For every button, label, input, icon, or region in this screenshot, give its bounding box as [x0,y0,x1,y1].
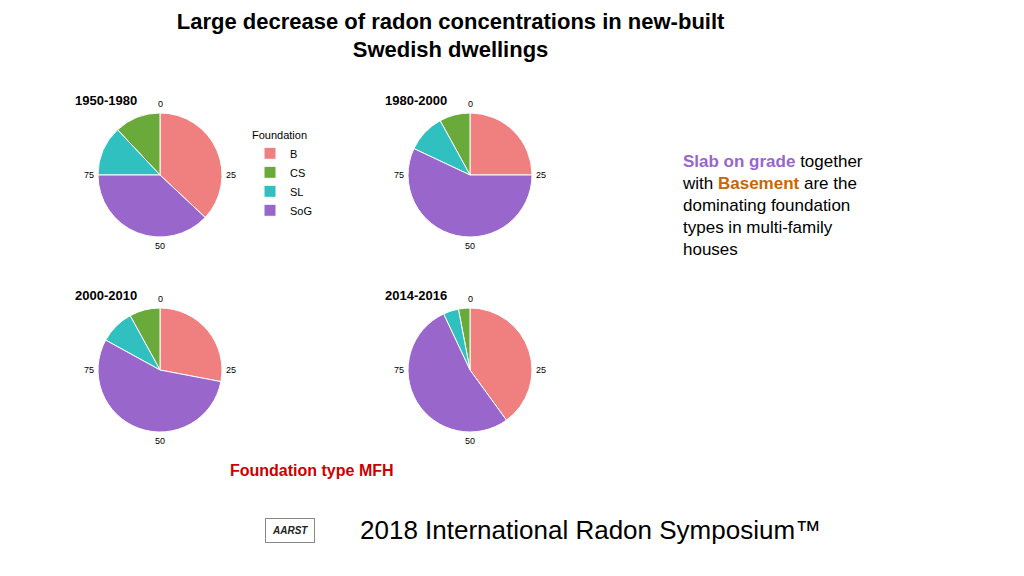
svg-text:75: 75 [394,365,404,375]
svg-text:AARST: AARST [272,525,308,536]
svg-text:0: 0 [468,294,473,304]
svg-text:SL: SL [290,186,303,198]
svg-text:1950-1980: 1950-1980 [75,93,137,108]
svg-text:2014-2016: 2014-2016 [385,288,447,303]
svg-text:25: 25 [536,170,546,180]
svg-text:25: 25 [226,365,236,375]
svg-text:0: 0 [158,99,163,109]
svg-text:50: 50 [155,241,165,251]
svg-text:Large decrease of radon concen: Large decrease of radon concentrations i… [177,9,725,63]
svg-text:50: 50 [465,436,475,446]
svg-text:B: B [290,148,297,160]
svg-text:CS: CS [290,167,305,179]
svg-text:Slab on grade togetherwith Bas: Slab on grade togetherwith Basement are … [682,152,863,259]
svg-text:25: 25 [226,170,236,180]
svg-text:Foundation type MFH: Foundation type MFH [230,462,394,479]
svg-text:75: 75 [394,170,404,180]
svg-text:2000-2010: 2000-2010 [75,288,137,303]
svg-text:1980-2000: 1980-2000 [385,93,447,108]
svg-text:25: 25 [536,365,546,375]
svg-text:50: 50 [155,436,165,446]
svg-text:2018 International Radon Sympo: 2018 International Radon Symposium™ [360,515,821,545]
svg-text:50: 50 [465,241,475,251]
svg-text:75: 75 [84,365,94,375]
svg-text:SoG: SoG [290,205,312,217]
svg-text:75: 75 [84,170,94,180]
svg-text:Foundation: Foundation [252,129,307,141]
svg-text:0: 0 [158,294,163,304]
svg-text:0: 0 [468,99,473,109]
